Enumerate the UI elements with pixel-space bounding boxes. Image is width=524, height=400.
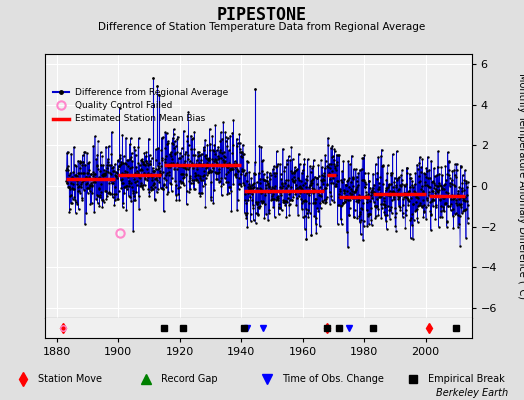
Text: Record Gap: Record Gap — [161, 374, 218, 384]
Text: Difference from Regional Average: Difference from Regional Average — [75, 88, 228, 97]
Text: Berkeley Earth: Berkeley Earth — [436, 388, 508, 398]
Text: Time of Obs. Change: Time of Obs. Change — [282, 374, 384, 384]
Y-axis label: Monthly Temperature Anomaly Difference (°C): Monthly Temperature Anomaly Difference (… — [517, 73, 524, 299]
Text: Estimated Station Mean Bias: Estimated Station Mean Bias — [75, 114, 205, 123]
Text: Quality Control Failed: Quality Control Failed — [75, 100, 173, 110]
Text: Station Move: Station Move — [38, 374, 102, 384]
Text: Empirical Break: Empirical Break — [428, 374, 505, 384]
Text: PIPESTONE: PIPESTONE — [217, 6, 307, 24]
Text: Difference of Station Temperature Data from Regional Average: Difference of Station Temperature Data f… — [99, 22, 425, 32]
